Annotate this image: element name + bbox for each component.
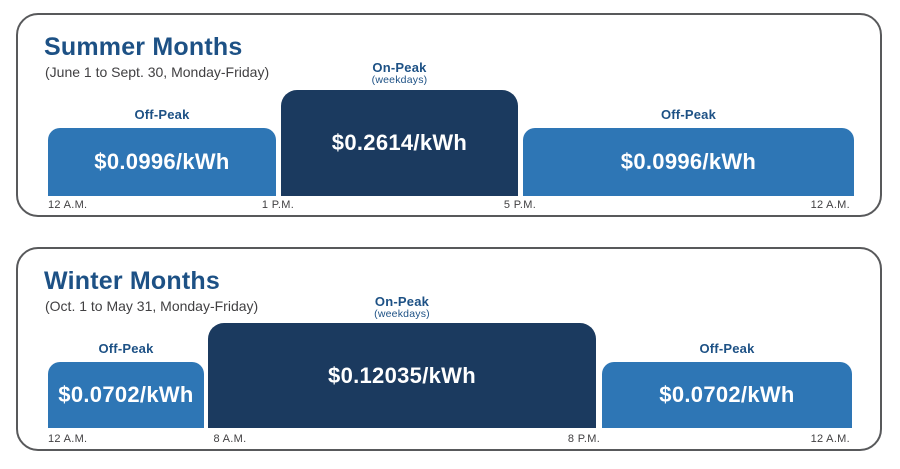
- off-peak-rate: $0.0702/kWh: [659, 382, 795, 407]
- time-tick-5pm: 5 P.M.: [503, 199, 537, 211]
- off-peak-label: Off-Peak: [660, 107, 717, 122]
- time-tick-12am: 12 A.M.: [48, 199, 88, 211]
- panel-subtitle: (June 1 to Sept. 30, Monday-Friday): [45, 64, 270, 80]
- off-peak-label: Off-Peak: [134, 107, 190, 122]
- off-peak-rate: $0.0996/kWh: [620, 149, 757, 174]
- winter-rate-panel: Winter Months (Oct. 1 to May 31, Monday-…: [16, 247, 882, 451]
- off-peak-label: Off-Peak: [98, 341, 154, 356]
- time-tick-12am: 12 A.M.: [48, 433, 88, 445]
- off-peak-label: Off-Peak: [699, 341, 755, 356]
- off-peak-bar: $0.0996/kWh: [48, 128, 276, 196]
- page-title: Winter Months: [44, 267, 220, 295]
- off-peak-rate: $0.0996/kWh: [94, 149, 230, 174]
- time-tick-8pm: 8 P.M.: [567, 433, 601, 445]
- on-peak-label-text: On-Peak: [374, 294, 430, 309]
- summer-rate-panel: Summer Months (June 1 to Sept. 30, Monda…: [16, 13, 882, 217]
- on-peak-label: On-Peak (weekdays): [281, 60, 518, 86]
- off-peak-bar: $0.0702/kWh: [48, 362, 204, 428]
- panel-subtitle: (Oct. 1 to May 31, Monday-Friday): [45, 298, 259, 314]
- off-peak-bar: $0.0702/kWh: [602, 362, 852, 428]
- on-peak-label: On-Peak (weekdays): [208, 294, 596, 320]
- on-peak-sublabel: (weekdays): [374, 308, 430, 320]
- on-peak-rate: $0.12035/kWh: [328, 362, 476, 388]
- page-title: Summer Months: [44, 33, 243, 61]
- time-tick-1pm: 1 P.M.: [261, 199, 295, 211]
- off-peak-rate: $0.0702/kWh: [58, 382, 194, 407]
- on-peak-rate: $0.2614/kWh: [331, 130, 468, 155]
- on-peak-label-text: On-Peak: [372, 60, 427, 75]
- on-peak-bar: $0.12035/kWh: [208, 323, 596, 428]
- time-tick-12am: 12 A.M.: [810, 199, 850, 211]
- on-peak-bar: $0.2614/kWh: [281, 90, 518, 196]
- off-peak-bar: $0.0996/kWh: [523, 128, 854, 196]
- time-tick-8am: 8 A.M.: [213, 433, 247, 445]
- on-peak-sublabel: (weekdays): [371, 74, 428, 86]
- time-tick-12am: 12 A.M.: [810, 433, 850, 445]
